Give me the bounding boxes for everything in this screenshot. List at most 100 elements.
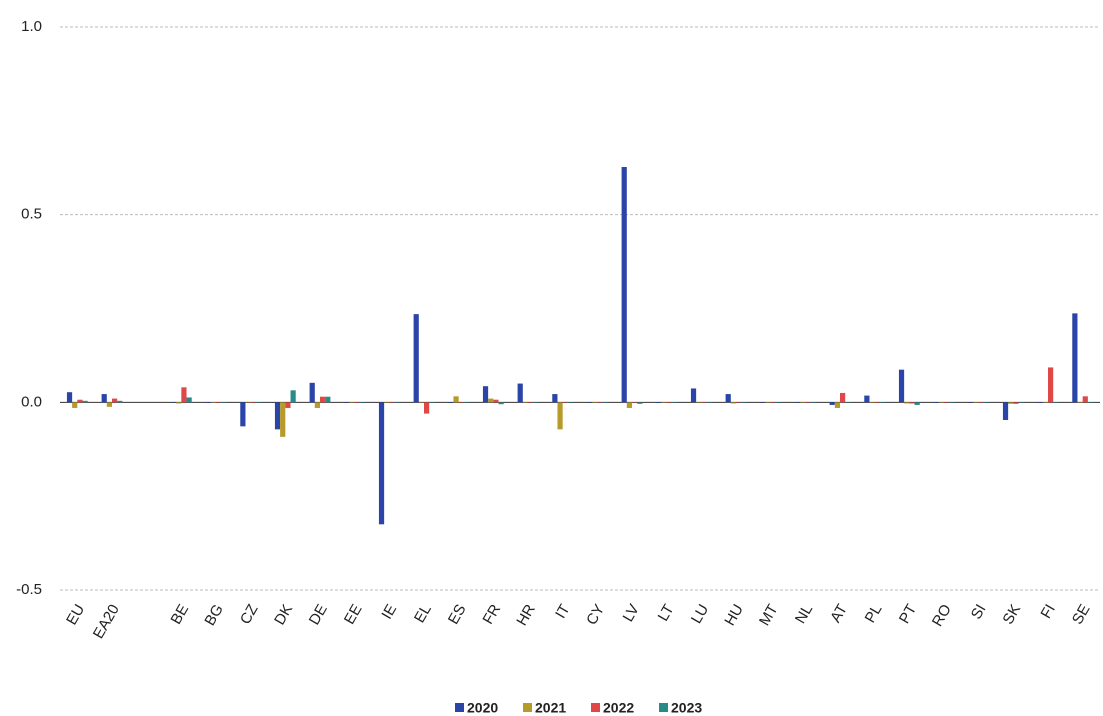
bar — [176, 402, 182, 404]
legend-swatch — [591, 703, 600, 712]
bar — [309, 382, 315, 403]
bar — [904, 402, 910, 404]
bar — [274, 402, 281, 430]
bar — [389, 402, 395, 403]
y-tick-label: 0.0 — [21, 393, 42, 410]
bar — [1018, 402, 1024, 403]
x-tick-label: ES — [445, 601, 470, 627]
bar — [671, 402, 678, 403]
bar — [656, 402, 662, 403]
x-tick-label: HR — [513, 601, 539, 628]
bar — [77, 399, 83, 403]
bar — [314, 402, 320, 408]
bar — [725, 394, 731, 403]
bar — [205, 402, 211, 403]
bar — [112, 398, 118, 403]
bar — [938, 402, 944, 403]
bar — [285, 402, 291, 408]
x-tick-label: CY — [583, 601, 608, 628]
bar — [250, 402, 256, 403]
bar — [736, 402, 742, 403]
bar — [72, 402, 78, 408]
bar — [874, 402, 880, 403]
bar — [696, 402, 702, 403]
bar — [320, 396, 326, 403]
bar — [765, 402, 771, 403]
x-tick-label: PL — [862, 601, 886, 625]
bar — [221, 402, 227, 403]
x-tick-label: CZ — [237, 601, 262, 627]
bar — [909, 402, 915, 404]
bar — [730, 402, 736, 404]
y-tick-label: -0.5 — [16, 581, 42, 598]
x-tick-label: DE — [306, 601, 331, 628]
x-tick-label: FR — [480, 601, 505, 627]
x-tick-label: FI — [1038, 601, 1059, 621]
bar — [701, 402, 707, 403]
bar — [448, 402, 454, 403]
bar — [522, 402, 528, 403]
bar — [498, 402, 504, 405]
bar — [661, 402, 667, 403]
bar — [602, 402, 608, 403]
x-tick-label: LV — [620, 601, 643, 624]
bar — [834, 402, 840, 408]
bar — [394, 402, 400, 403]
x-tick-label: HU — [721, 601, 747, 628]
x-tick-label: EE — [341, 601, 366, 627]
bar — [1008, 402, 1014, 404]
bar — [354, 402, 360, 403]
bar — [567, 402, 574, 403]
bar — [1042, 402, 1048, 403]
bar — [378, 402, 385, 525]
bar — [1077, 402, 1083, 403]
bar — [983, 402, 990, 403]
bar — [325, 396, 331, 403]
bar — [562, 402, 568, 403]
bar — [944, 402, 950, 403]
y-tick-label: 0.5 — [21, 206, 42, 223]
x-tick-label: AT — [827, 601, 851, 625]
x-tick-label: MT — [756, 601, 782, 628]
x-tick-label: SK — [1000, 601, 1025, 627]
legend-label: 2022 — [603, 700, 634, 716]
x-tick-label: SE — [1069, 601, 1094, 627]
x-tick-label: PT — [896, 601, 920, 626]
bar — [632, 402, 638, 403]
legend-swatch — [523, 703, 532, 712]
bar — [1053, 402, 1059, 403]
x-tick-label: EU — [63, 601, 88, 628]
bar — [864, 395, 870, 403]
x-tick-label: EL — [411, 601, 435, 625]
bar — [1072, 313, 1078, 403]
bar — [829, 402, 835, 405]
bar — [240, 402, 246, 427]
bar — [418, 402, 424, 403]
y-tick-label: 1.0 — [21, 18, 42, 35]
bar — [760, 402, 766, 403]
x-tick-label: NL — [792, 601, 816, 626]
bar — [914, 402, 920, 405]
bar — [973, 402, 979, 403]
bar — [557, 402, 563, 430]
bar — [805, 402, 811, 403]
bar — [533, 402, 539, 403]
bar — [1048, 367, 1054, 403]
bar — [552, 394, 558, 403]
bar — [794, 402, 801, 403]
bar — [845, 402, 851, 403]
bar — [706, 402, 712, 403]
legend-label: 2021 — [535, 700, 566, 716]
bar — [463, 402, 470, 403]
bar — [637, 402, 643, 404]
bar — [666, 402, 672, 403]
x-tick-label: DK — [271, 601, 296, 628]
bar — [186, 397, 192, 403]
bar — [528, 402, 534, 403]
legend-swatch — [659, 703, 668, 712]
bar — [949, 402, 955, 403]
bar — [359, 402, 366, 403]
bar — [493, 399, 499, 403]
bar — [101, 394, 107, 403]
bar — [255, 402, 262, 403]
